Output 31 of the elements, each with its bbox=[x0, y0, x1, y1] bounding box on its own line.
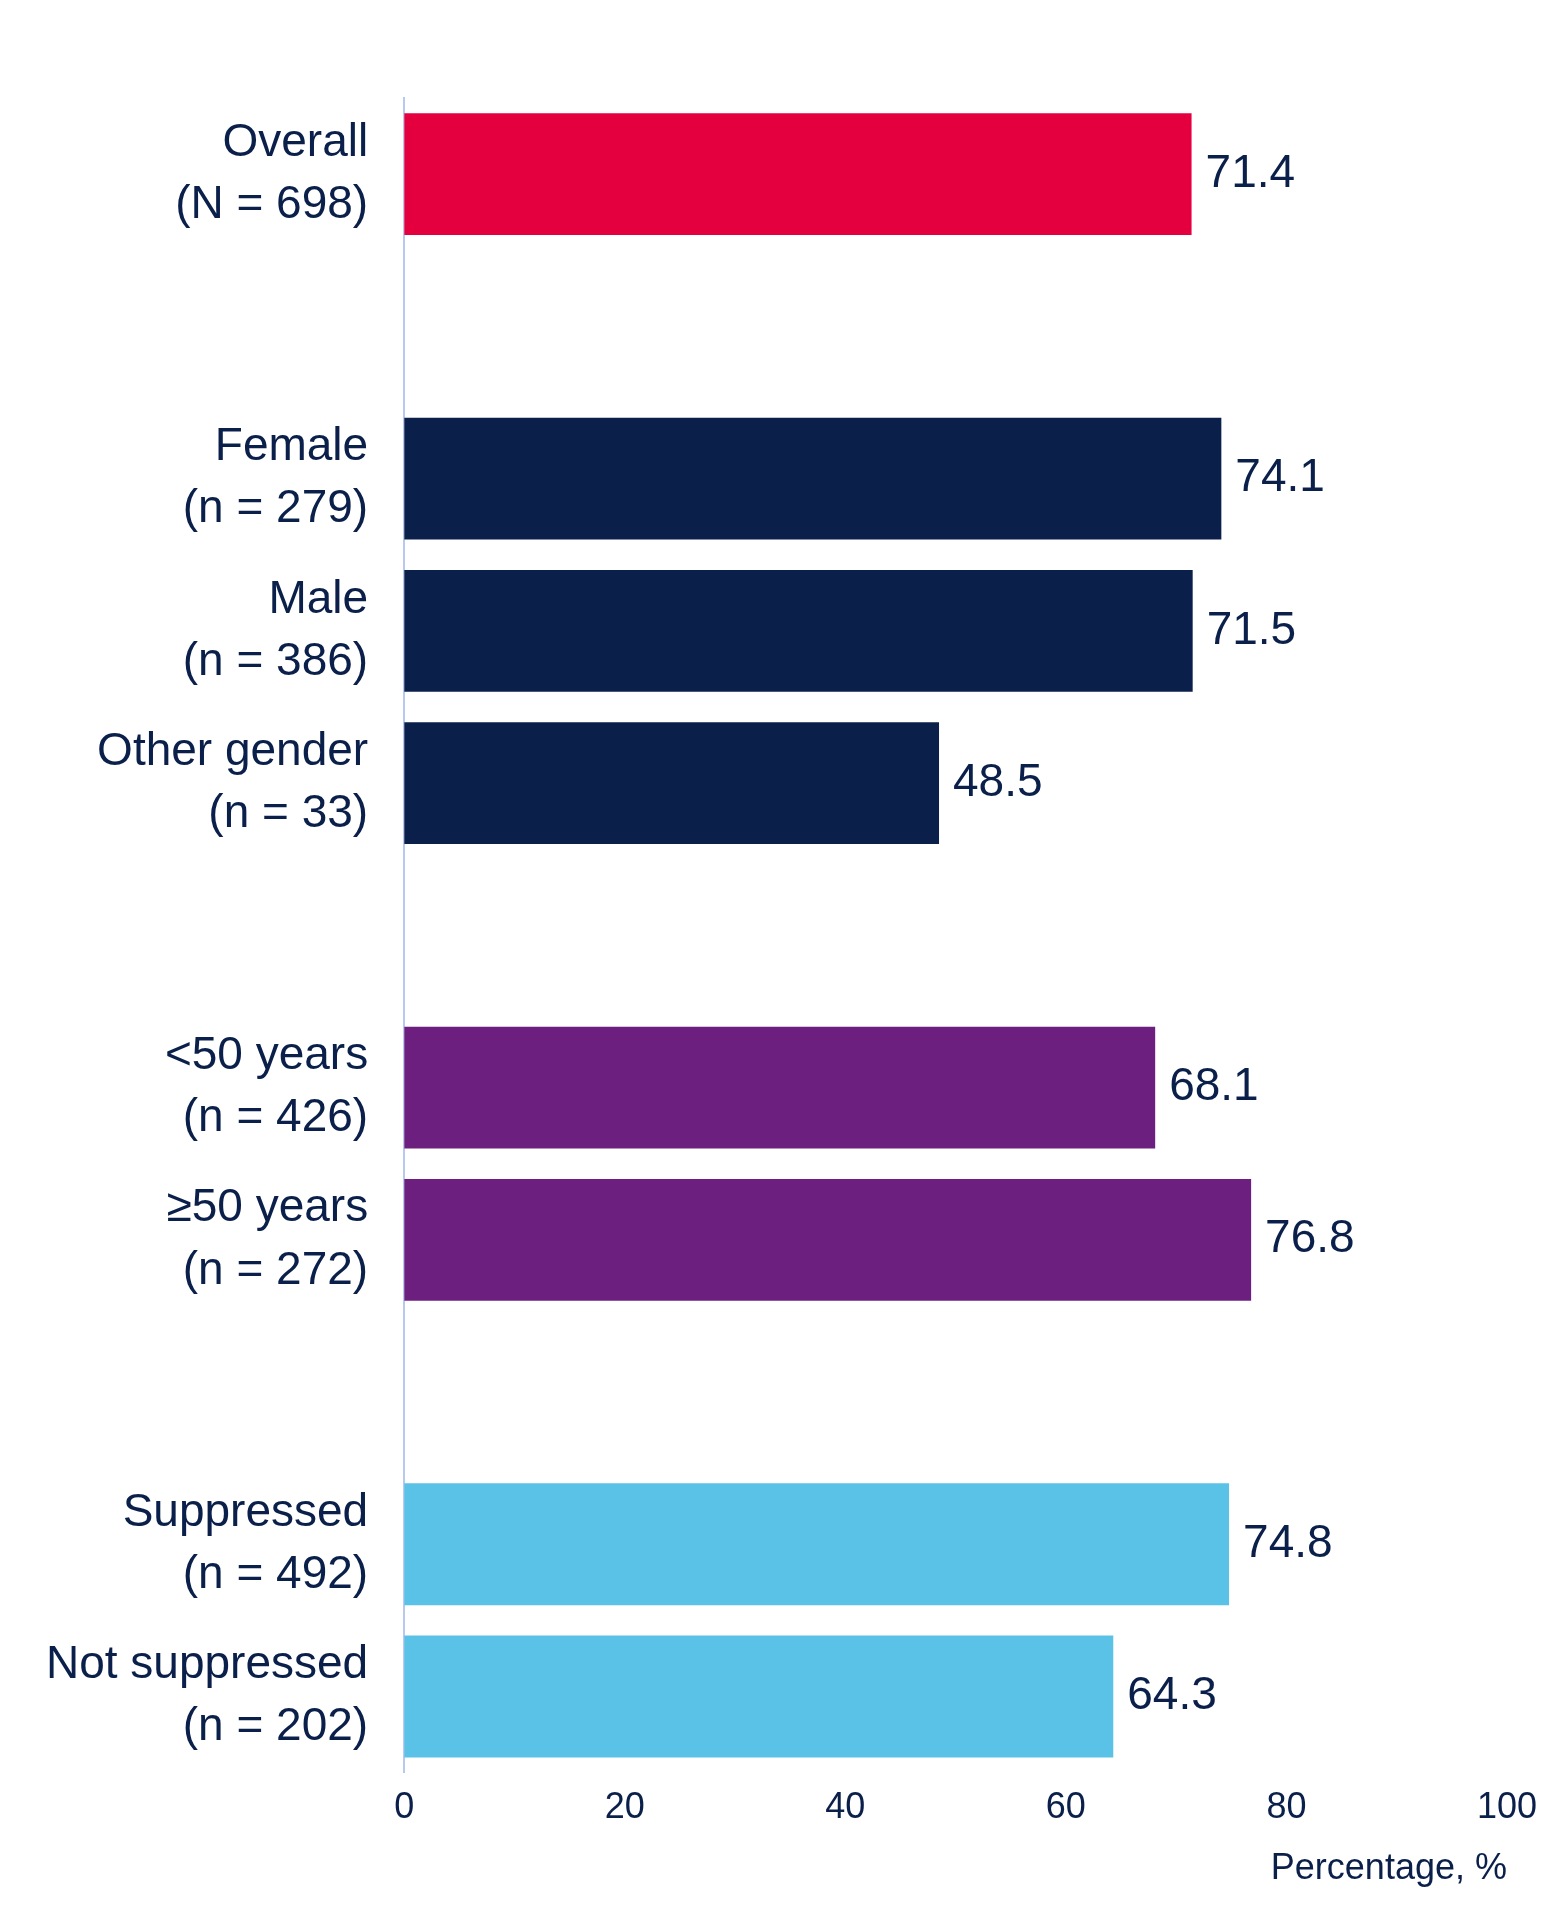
y-tick-label: Other gender (n = 33) bbox=[97, 722, 369, 837]
data-label: 68.1 bbox=[1169, 1058, 1259, 1111]
data-label: 48.5 bbox=[953, 753, 1043, 806]
x-tick-label: 40 bbox=[825, 1785, 866, 1827]
bar bbox=[404, 1026, 1156, 1149]
x-tick-label: 60 bbox=[1045, 1785, 1086, 1827]
y-tick-label: Female (n = 279) bbox=[182, 418, 369, 533]
y-tick-label: ≥50 years (n = 272) bbox=[166, 1179, 369, 1294]
x-tick-label: 80 bbox=[1266, 1785, 1307, 1827]
x-axis-title: Percentage, % bbox=[1270, 1846, 1507, 1888]
bar bbox=[404, 1178, 1252, 1301]
bar bbox=[404, 417, 1222, 540]
x-tick-label: 20 bbox=[604, 1785, 645, 1827]
y-tick-label: Suppressed (n = 492) bbox=[122, 1483, 369, 1598]
y-tick-label: Not suppressed (n = 202) bbox=[45, 1636, 369, 1751]
bar bbox=[404, 113, 1192, 236]
y-tick-label: Male (n = 386) bbox=[182, 570, 369, 685]
x-tick-label: 100 bbox=[1476, 1785, 1538, 1827]
data-label: 74.8 bbox=[1243, 1514, 1333, 1567]
bar bbox=[404, 570, 1193, 692]
data-label: 74.1 bbox=[1235, 449, 1325, 502]
y-tick-label: <50 years (n = 426) bbox=[164, 1027, 369, 1142]
data-label: 71.4 bbox=[1205, 144, 1296, 197]
bar bbox=[404, 1635, 1114, 1758]
x-tick-label: 0 bbox=[394, 1785, 415, 1827]
y-tick-label: Overall (N = 698) bbox=[175, 113, 369, 228]
data-label: 76.8 bbox=[1265, 1210, 1355, 1263]
data-label: 64.3 bbox=[1127, 1667, 1217, 1720]
data-label: 71.5 bbox=[1206, 601, 1297, 654]
bar bbox=[404, 1483, 1230, 1606]
bar bbox=[404, 722, 940, 845]
